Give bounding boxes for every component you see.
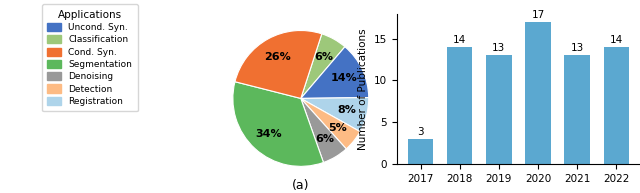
Text: 6%: 6%: [314, 52, 333, 62]
Text: 13: 13: [492, 43, 506, 53]
Text: 5%: 5%: [328, 123, 348, 133]
Text: 26%: 26%: [264, 52, 291, 62]
Text: 13: 13: [570, 43, 584, 53]
Title: (a): (a): [292, 179, 310, 192]
Wedge shape: [301, 98, 360, 149]
Wedge shape: [301, 34, 345, 98]
Text: 3: 3: [417, 127, 424, 137]
Bar: [564, 55, 590, 164]
Bar: [604, 47, 629, 164]
Y-axis label: Number of Publications: Number of Publications: [358, 28, 368, 150]
Wedge shape: [301, 98, 346, 163]
Text: 14: 14: [453, 35, 467, 45]
Wedge shape: [235, 30, 322, 98]
Bar: [525, 22, 550, 164]
Bar: [486, 55, 511, 164]
Bar: [447, 47, 472, 164]
Wedge shape: [301, 97, 369, 132]
Text: 14%: 14%: [330, 73, 357, 83]
Text: 17: 17: [531, 10, 545, 20]
Legend: Uncond. Syn., Classification, Cond. Syn., Segmentation, Denoising, Detection, Re: Uncond. Syn., Classification, Cond. Syn.…: [42, 4, 138, 111]
Wedge shape: [301, 47, 369, 98]
Wedge shape: [233, 82, 323, 166]
Text: 34%: 34%: [255, 129, 282, 139]
Text: 6%: 6%: [316, 134, 335, 144]
Text: 14: 14: [610, 35, 623, 45]
Text: 8%: 8%: [337, 105, 356, 115]
Bar: [408, 139, 433, 164]
